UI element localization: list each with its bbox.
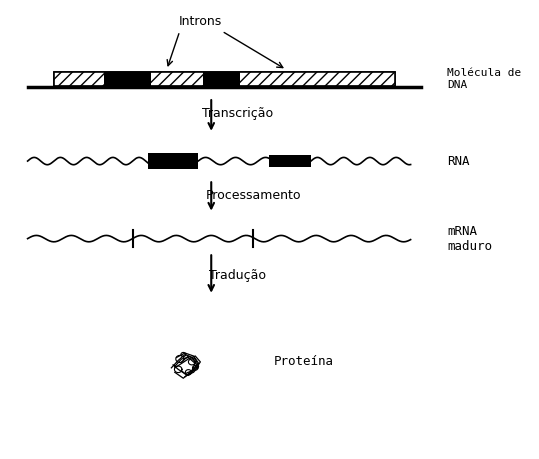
- Bar: [148, 153, 198, 169]
- Text: Processamento: Processamento: [205, 189, 301, 202]
- Bar: [54, 72, 395, 86]
- Bar: [203, 72, 240, 86]
- Bar: [54, 72, 395, 86]
- Text: Molécula de
DNA: Molécula de DNA: [447, 68, 522, 90]
- Bar: [54, 72, 103, 86]
- Text: mRNA
maduro: mRNA maduro: [447, 224, 492, 252]
- Bar: [240, 72, 395, 86]
- Bar: [103, 72, 151, 86]
- Text: Transcrição: Transcrição: [202, 106, 273, 120]
- Text: Proteína: Proteína: [274, 355, 334, 368]
- Bar: [151, 72, 203, 86]
- Text: RNA: RNA: [447, 155, 470, 168]
- Text: Introns: Introns: [179, 16, 223, 28]
- Bar: [269, 155, 311, 168]
- Text: Tradução: Tradução: [209, 269, 266, 282]
